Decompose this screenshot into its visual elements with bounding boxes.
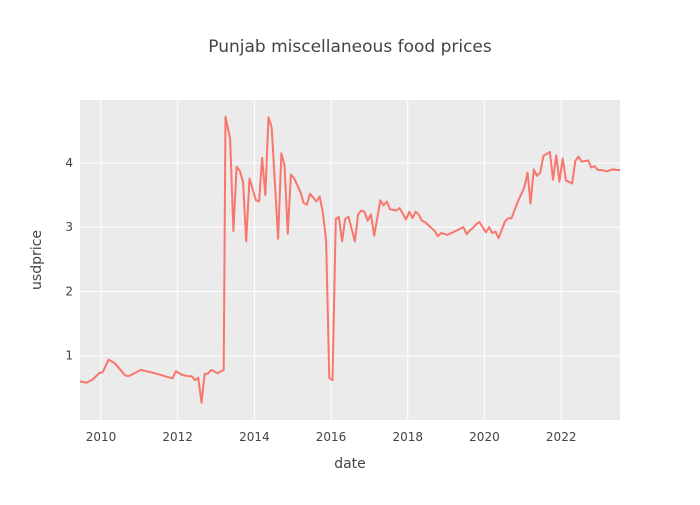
chart-title: Punjab miscellaneous food prices	[208, 37, 492, 57]
y-tick-label: 1	[65, 349, 73, 363]
x-tick-label: 2012	[162, 430, 193, 444]
x-tick-label: 2018	[393, 430, 424, 444]
y-tick-label: 2	[65, 284, 73, 298]
x-tick-label: 2014	[239, 430, 270, 444]
series-line	[79, 115, 620, 404]
y-axis-title: usdprice	[29, 230, 45, 290]
gridlines	[80, 100, 620, 420]
x-tick-label: 2010	[86, 430, 117, 444]
x-tick-label: 2022	[546, 430, 577, 444]
plot-area	[80, 100, 620, 420]
x-axis-title: date	[334, 456, 366, 472]
y-tick-label: 3	[65, 220, 73, 234]
x-tick-label: 2016	[316, 430, 347, 444]
x-tick-label: 2020	[469, 430, 500, 444]
y-axis-ticks: 1 2 3 4	[65, 156, 73, 363]
x-axis-ticks: 2010 2012 2014 2016 2018 2020 2022	[86, 430, 577, 444]
y-tick-label: 4	[65, 156, 73, 170]
